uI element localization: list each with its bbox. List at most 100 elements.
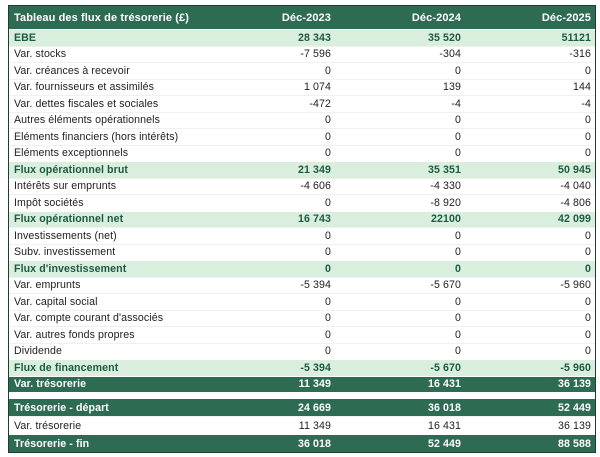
- row-value: 0: [325, 196, 331, 209]
- row-value: 11 349: [298, 378, 331, 391]
- row-value: -5 960: [560, 279, 591, 292]
- row-value: 0: [455, 328, 461, 341]
- row-value: -8 920: [430, 196, 461, 209]
- table-row: Var. autres fonds propres 0 0 0: [9, 326, 595, 343]
- row-value: 22100: [431, 213, 461, 226]
- row-value: 0: [325, 246, 331, 259]
- row-value: 36 139: [557, 378, 591, 391]
- column-header-dec-2024: Déc-2024: [411, 11, 461, 24]
- row-value: 0: [325, 328, 331, 341]
- row-value: 36 018: [427, 401, 461, 414]
- row-value: 0: [455, 64, 461, 77]
- row-value: -316: [569, 48, 591, 61]
- row-value: 0: [585, 328, 591, 341]
- row-value: 0: [455, 147, 461, 160]
- row-value: -4: [451, 97, 461, 110]
- table-row: Var. capital social 0 0 0: [9, 293, 595, 310]
- row-value: 0: [325, 64, 331, 77]
- row-label: Var. stocks: [14, 48, 67, 61]
- table-row: Intérêts sur emprunts -4 606 -4 330 -4 040: [9, 177, 595, 194]
- table-row: Investissements (net) 0 0 0: [9, 227, 595, 244]
- row-label: Var. dettes fiscales et sociales: [14, 97, 159, 110]
- row-value: 0: [455, 229, 461, 242]
- row-label: Eléments exceptionnels: [14, 147, 129, 160]
- row-value: 36 018: [297, 437, 331, 450]
- row-value: -472: [309, 97, 331, 110]
- row-value: 0: [585, 295, 591, 308]
- row-value: -5 394: [300, 361, 331, 374]
- row-value: 0: [325, 229, 331, 242]
- row-value: -4 806: [560, 196, 591, 209]
- row-label: Dividende: [14, 345, 63, 358]
- table-row: Var. compte courant d'associés 0 0 0: [9, 309, 595, 326]
- row-value: 0: [585, 229, 591, 242]
- row-label: Autres éléments opérationnels: [14, 114, 160, 127]
- cash-flow-table: Tableau des flux de trésorerie (£) Déc-2…: [8, 5, 596, 453]
- row-value: 0: [585, 262, 591, 275]
- row-label: Subv. investissement: [14, 246, 116, 259]
- table-title: Tableau des flux de trésorerie (£): [14, 11, 189, 24]
- row-value: 0: [585, 345, 591, 358]
- row-value: 35 520: [427, 31, 461, 44]
- row-label: Flux opérationnel brut: [14, 163, 129, 176]
- table-row: Var. trésorerie 11 349 16 431 36 139: [9, 375, 595, 392]
- table-row: Var. créances à recevoir 0 0 0: [9, 62, 595, 79]
- table-row: Subv. investissement 0 0 0: [9, 243, 595, 260]
- row-label: Var. fournisseurs et assimilés: [14, 81, 154, 94]
- row-label: Var. emprunts: [14, 279, 81, 292]
- row-value: 21 349: [297, 163, 331, 176]
- row-value: 0: [325, 262, 331, 275]
- row-value: 0: [325, 147, 331, 160]
- row-label: Var. compte courant d'associés: [14, 312, 164, 325]
- row-value: 52 449: [427, 437, 461, 450]
- table-row: Var. emprunts -5 394 -5 670 -5 960: [9, 276, 595, 293]
- row-label: Flux d'investissement: [14, 262, 127, 275]
- row-value: -304: [439, 48, 461, 61]
- table-row: Impôt sociétés 0 -8 920 -4 806: [9, 194, 595, 211]
- row-label: EBE: [14, 31, 37, 44]
- row-label: Intérêts sur emprunts: [14, 180, 117, 193]
- table-row: Eléments exceptionnels 0 0 0: [9, 144, 595, 161]
- table-row: Var. stocks -7 596 -304 -316: [9, 45, 595, 62]
- row-value: 0: [455, 262, 461, 275]
- row-value: 0: [325, 114, 331, 127]
- row-value: 1 074: [303, 81, 331, 94]
- table-row: Trésorerie - départ 24 669 36 018 52 449: [9, 398, 595, 416]
- row-value: 0: [585, 64, 591, 77]
- row-label: Investissements (net): [14, 229, 117, 242]
- table-row: Flux d'investissement 0 0 0: [9, 260, 595, 277]
- row-value: 0: [325, 295, 331, 308]
- row-value: 0: [585, 147, 591, 160]
- table-row: Eléments financiers (hors intérêts) 0 0 0: [9, 128, 595, 145]
- row-value: -7 596: [300, 48, 331, 61]
- row-label: Var. autres fonds propres: [14, 328, 135, 341]
- column-header-dec-2025: Déc-2025: [541, 11, 591, 24]
- table-row: EBE 28 343 35 520 51121: [9, 29, 595, 46]
- row-value: 16 743: [297, 213, 331, 226]
- table-row: Var. trésorerie 11 349 16 431 36 139: [9, 416, 595, 434]
- table-row: Flux de financement -5 394 -5 670 -5 960: [9, 359, 595, 376]
- table-row: Flux opérationnel net 16 743 22100 42 099: [9, 210, 595, 227]
- row-value: 50 945: [557, 163, 591, 176]
- row-value: -4 040: [560, 180, 591, 193]
- row-value: 16 431: [427, 378, 461, 391]
- row-label: Flux de financement: [14, 361, 119, 374]
- table-row: Var. dettes fiscales et sociales -472 -4 -4: [9, 95, 595, 112]
- row-value: -5 960: [560, 361, 591, 374]
- row-value: 51121: [561, 31, 591, 44]
- row-label: Var. capital social: [14, 295, 98, 308]
- table-header-row: Tableau des flux de trésorerie (£) Déc-2…: [9, 6, 595, 29]
- row-label: Trésorerie - fin: [14, 437, 90, 450]
- row-value: 0: [455, 130, 461, 143]
- row-value: -5 670: [430, 361, 461, 374]
- table-body: EBE 28 343 35 520 51121 Var. stocks -7 596 -30…: [9, 29, 595, 452]
- row-label: Var. créances à recevoir: [14, 64, 130, 77]
- table-row: Flux opérationnel brut 21 349 35 351 50 945: [9, 161, 595, 178]
- row-value: 0: [325, 312, 331, 325]
- row-label: Var. trésorerie: [14, 378, 87, 391]
- row-value: 144: [573, 81, 591, 94]
- row-value: -4 606: [300, 180, 331, 193]
- row-value: 0: [325, 130, 331, 143]
- row-value: 28 343: [297, 31, 331, 44]
